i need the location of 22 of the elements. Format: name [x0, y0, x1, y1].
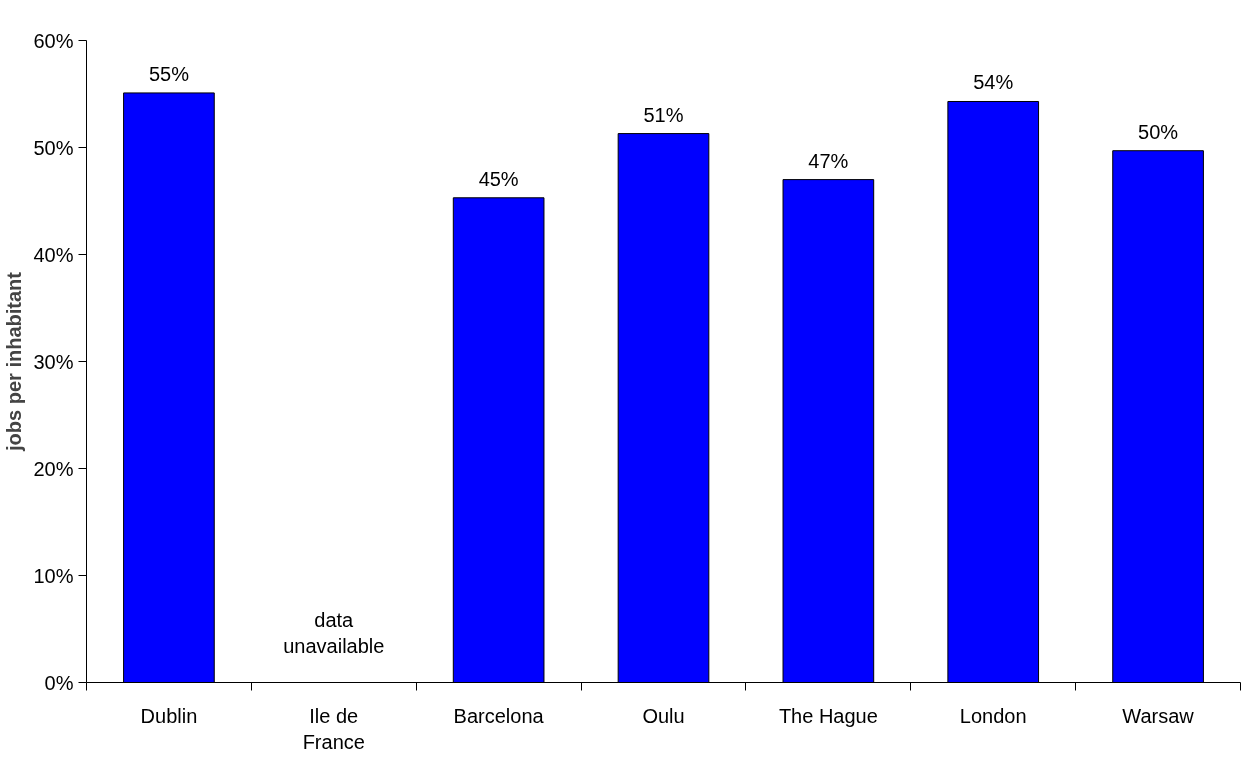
y-tick-label: 40%	[33, 243, 74, 266]
x-tick-label: The Hague	[778, 704, 878, 727]
x-tick-label: London	[959, 704, 1027, 727]
x-tick-label: Warsaw	[1122, 704, 1195, 727]
data-label: 45%	[478, 167, 519, 190]
y-tick-label: 20%	[33, 457, 74, 480]
data-label: 55%	[148, 62, 190, 85]
y-tick-label: 0%	[44, 671, 74, 694]
x-tick-label: Oulu	[642, 704, 685, 727]
annotation: data unavailable	[283, 609, 385, 658]
data-label: 54%	[973, 71, 1014, 94]
y-axis-title: jobs per inhabitant	[3, 271, 26, 452]
data-label: 51%	[643, 103, 684, 126]
y-tick-label: 50%	[33, 136, 74, 159]
data-label: 47%	[808, 149, 849, 172]
y-tick-label: 30%	[33, 350, 74, 373]
x-tick-label: Barcelona	[453, 704, 545, 727]
x-tick-label: Dublin	[140, 704, 198, 727]
y-tick-label: 10%	[33, 564, 74, 587]
x-tick-label: Ile de France	[302, 704, 365, 753]
y-tick-label: 60%	[33, 29, 74, 52]
data-label: 50%	[1138, 120, 1179, 143]
